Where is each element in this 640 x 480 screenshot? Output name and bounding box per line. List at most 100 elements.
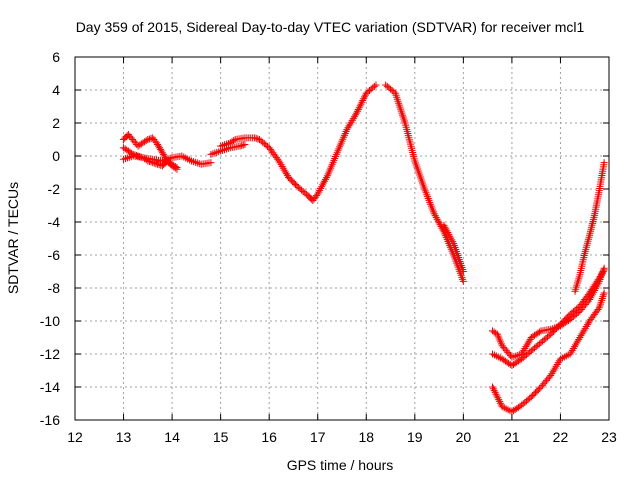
data-point <box>345 122 353 130</box>
data-point <box>599 293 607 301</box>
data-point <box>437 222 445 230</box>
data-point <box>435 219 443 227</box>
data-point <box>316 186 324 194</box>
data-points <box>120 81 608 416</box>
data-point <box>357 100 365 108</box>
data-point <box>154 160 162 168</box>
data-point <box>493 392 501 400</box>
data-point <box>277 161 285 169</box>
data-point <box>359 97 367 104</box>
series-track-F <box>382 81 467 285</box>
x-tick-label: 18 <box>358 429 374 445</box>
data-point <box>443 227 451 235</box>
data-point <box>320 179 328 187</box>
y-axis-label: SDTVAR / TECUs <box>5 182 21 294</box>
data-point <box>594 305 602 313</box>
data-point <box>572 341 580 349</box>
data-point <box>322 174 330 182</box>
series-track-D <box>207 140 249 158</box>
data-point <box>575 335 583 343</box>
series-track-K <box>571 159 608 295</box>
data-point <box>430 210 438 218</box>
data-point <box>351 111 359 119</box>
x-tick-labels: 12 13 14 15 16 17 18 19 20 21 22 23 <box>67 429 617 445</box>
data-point <box>598 295 606 303</box>
x-tick-label: 17 <box>310 429 326 445</box>
x-tick-label: 23 <box>601 429 617 445</box>
x-tick-label: 22 <box>553 429 569 445</box>
data-point <box>600 289 608 297</box>
data-point <box>436 221 444 229</box>
data-point <box>355 104 363 112</box>
y-tick-label: 6 <box>52 49 60 65</box>
data-point <box>444 229 452 237</box>
data-point <box>600 159 608 167</box>
data-point <box>370 82 378 90</box>
y-tick-label: 2 <box>52 115 60 131</box>
y-tick-label: -8 <box>48 280 61 296</box>
y-tick-label: -2 <box>48 181 61 197</box>
data-point <box>520 346 528 354</box>
x-tick-label: 19 <box>407 429 423 445</box>
data-point <box>600 291 608 299</box>
data-point <box>321 175 329 183</box>
data-point <box>251 134 259 142</box>
data-point <box>599 268 607 275</box>
data-point <box>241 140 249 148</box>
data-point <box>314 190 322 198</box>
series-track-G <box>440 221 467 275</box>
data-point <box>356 102 364 110</box>
grid <box>75 57 609 420</box>
data-point <box>442 225 450 233</box>
data-point <box>353 109 361 117</box>
data-point <box>171 162 179 170</box>
data-point <box>488 383 496 391</box>
data-point <box>448 236 456 244</box>
data-point <box>446 232 454 240</box>
series-track-H <box>488 264 608 361</box>
data-point <box>568 346 576 354</box>
data-point <box>489 385 497 393</box>
data-point <box>496 399 504 407</box>
data-point <box>317 185 325 193</box>
data-point <box>358 98 366 106</box>
data-point <box>434 217 442 225</box>
data-point <box>239 141 247 149</box>
x-tick-label: 14 <box>164 429 180 445</box>
data-point <box>353 107 361 115</box>
data-point <box>494 394 502 402</box>
data-point <box>230 137 238 145</box>
data-point <box>145 135 153 143</box>
data-point <box>142 137 150 145</box>
data-point <box>173 164 181 172</box>
x-tick-label: 21 <box>504 429 520 445</box>
data-point <box>441 223 449 231</box>
y-tick-label: -12 <box>40 346 60 362</box>
x-tick-label: 12 <box>67 429 83 445</box>
y-tick-labels: -16 -14 -12 -10 -8 -6 -4 -2 0 2 4 6 <box>40 49 60 428</box>
series-track-J <box>488 289 608 416</box>
data-point <box>496 397 504 405</box>
data-point <box>495 396 503 404</box>
data-point <box>549 368 557 376</box>
x-tick-label: 15 <box>213 429 229 445</box>
data-point <box>207 159 215 167</box>
data-point <box>315 188 323 196</box>
y-tick-label: -4 <box>48 214 61 230</box>
data-point <box>432 213 440 221</box>
data-point <box>459 268 467 275</box>
data-point <box>440 221 448 229</box>
data-point <box>445 230 453 238</box>
y-tick-label: 0 <box>52 148 60 164</box>
series-track-I <box>488 266 608 370</box>
data-point <box>449 238 457 246</box>
data-point <box>598 296 606 304</box>
data-point <box>578 330 586 338</box>
data-point <box>581 324 589 332</box>
y-tick-label: 4 <box>52 82 60 98</box>
data-point <box>490 387 498 395</box>
data-point <box>535 328 543 336</box>
data-point <box>144 136 152 143</box>
x-tick-label: 13 <box>116 429 132 445</box>
